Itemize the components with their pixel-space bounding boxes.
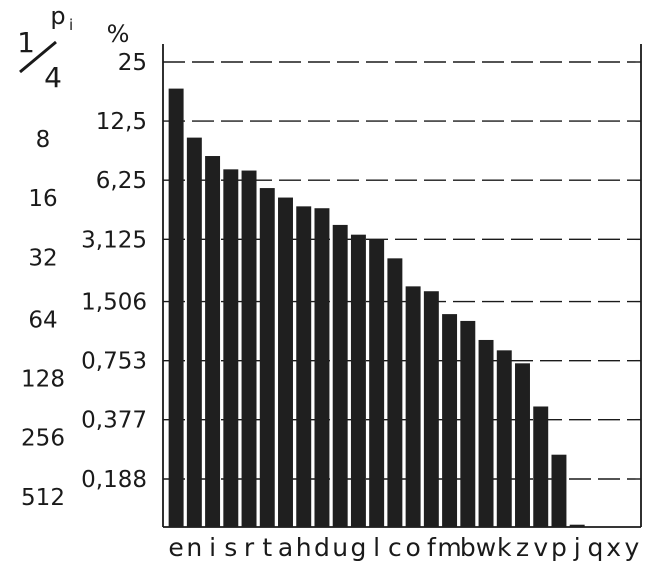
- left-header-four: 4: [44, 61, 62, 94]
- category-label: i: [209, 533, 216, 562]
- bar-e: [168, 88, 184, 527]
- bar-a: [278, 197, 293, 527]
- category-label: m: [437, 533, 461, 562]
- probability-tick-label: 8: [36, 127, 51, 153]
- bar-c: [387, 258, 403, 527]
- bar-r: [241, 170, 257, 527]
- bar-d: [314, 208, 330, 527]
- category-label: f: [427, 533, 437, 562]
- percent-tick-label: 12,5: [96, 109, 147, 135]
- category-label: p: [551, 533, 567, 562]
- bar-n: [186, 137, 202, 528]
- category-label: g: [350, 533, 366, 562]
- category-label: j: [573, 533, 581, 562]
- category-label: y: [624, 533, 639, 562]
- category-label: t: [262, 533, 272, 562]
- category-label: r: [244, 533, 255, 562]
- left-header-fraction-slash: [19, 40, 57, 74]
- category-label: a: [278, 533, 293, 562]
- category-label: x: [606, 533, 621, 562]
- percent-tick-label: 0,188: [81, 467, 147, 493]
- probability-tick-label: 16: [28, 186, 57, 212]
- percent-tick-label: 0,377: [81, 408, 147, 434]
- category-label: s: [224, 533, 237, 562]
- category-label: c: [388, 533, 402, 562]
- bar-k: [496, 350, 512, 527]
- category-label: o: [405, 533, 420, 562]
- percent-tick-label: 1,506: [81, 290, 147, 316]
- bar-g: [350, 234, 366, 527]
- category-label: z: [516, 533, 529, 562]
- category-label: v: [533, 533, 548, 562]
- left-header-p: p: [50, 2, 65, 30]
- category-label: d: [314, 533, 330, 562]
- category-label: k: [497, 533, 512, 562]
- category-label: w: [476, 533, 496, 562]
- bar-b: [460, 320, 476, 527]
- probability-tick-label: 32: [28, 245, 57, 271]
- percent-tick-label: 3,125: [81, 227, 147, 253]
- right-header-percent: %: [107, 20, 130, 48]
- bar-w: [478, 339, 494, 527]
- bar-m: [442, 314, 458, 527]
- left-header-subscript-i: i: [69, 16, 73, 34]
- bar-u: [332, 224, 348, 527]
- bar-o: [405, 286, 421, 527]
- bar-v: [533, 406, 549, 527]
- percent-tick-label: 0,753: [81, 349, 147, 375]
- category-label: e: [168, 533, 183, 562]
- percent-tick-label: 25: [118, 50, 147, 76]
- bar-f: [423, 291, 439, 527]
- bar-t: [259, 188, 275, 527]
- percent-tick-label: 6,25: [96, 168, 147, 194]
- category-label: l: [373, 533, 380, 562]
- bar-j: [569, 524, 585, 527]
- category-label: q: [587, 533, 603, 562]
- bar-h: [296, 206, 312, 527]
- bar-s: [223, 169, 239, 527]
- category-label: n: [186, 533, 202, 562]
- left-header-one: 1: [17, 26, 35, 59]
- category-label: u: [332, 533, 348, 562]
- bar-z: [515, 363, 530, 527]
- probability-tick-label: 64: [28, 308, 57, 334]
- category-label: h: [296, 533, 312, 562]
- bar-i: [205, 156, 221, 527]
- category-label: b: [460, 533, 476, 562]
- probability-tick-label: 512: [21, 485, 65, 511]
- bar-p: [551, 454, 567, 527]
- probability-tick-label: 128: [21, 367, 65, 393]
- probability-tick-label: 256: [21, 426, 65, 452]
- bar-l: [369, 240, 385, 527]
